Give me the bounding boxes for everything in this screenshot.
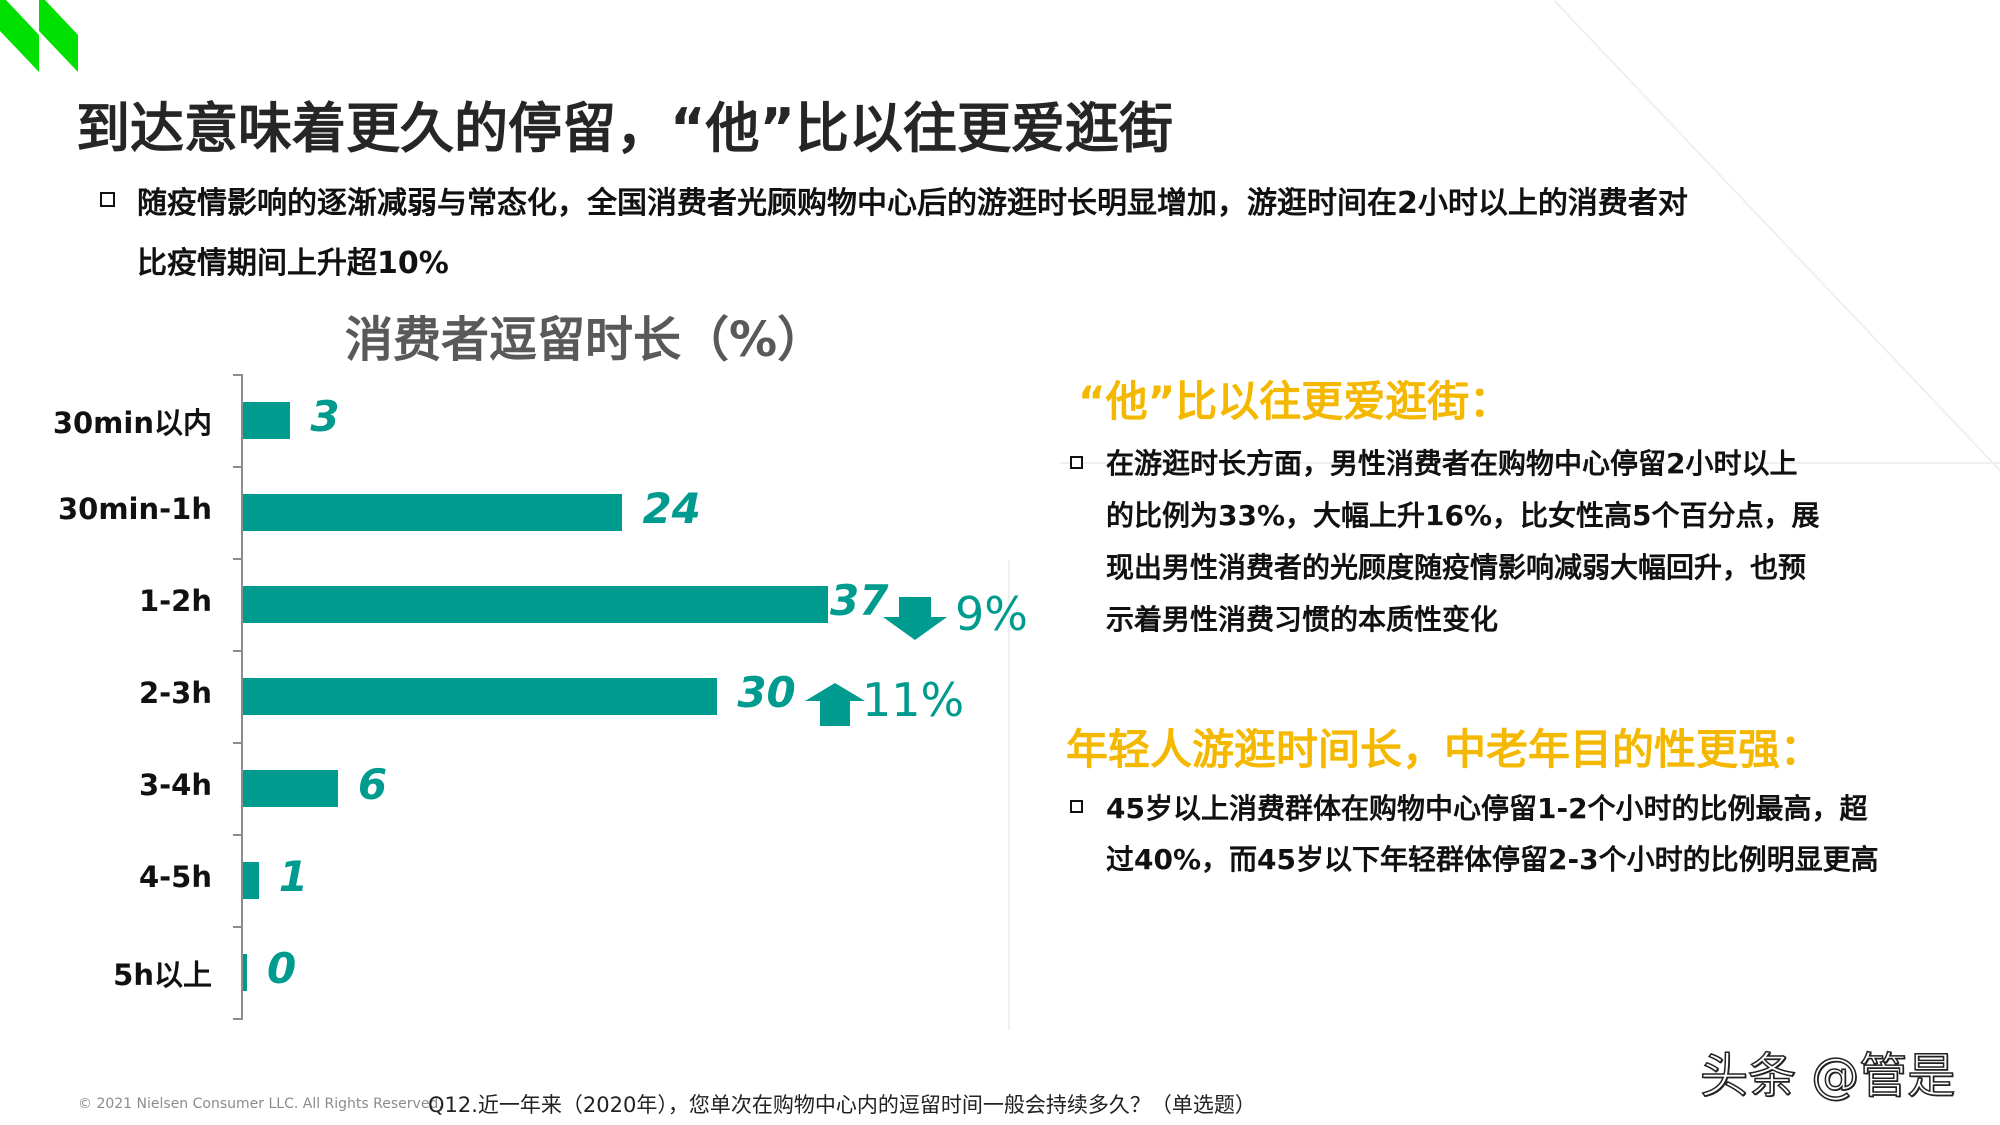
- value-label: 0: [267, 944, 297, 993]
- bar: [243, 862, 259, 899]
- value-label: 37: [830, 576, 889, 625]
- bar: [243, 954, 247, 991]
- axis-tick: [233, 650, 243, 652]
- section-heading-age: 年轻人游逛时间长，中老年目的性更强：: [1066, 725, 1823, 774]
- background-horizontal-line: [1060, 462, 2000, 464]
- category-label: 30min-1h: [57, 492, 212, 526]
- brand-logo-icon: [0, 0, 78, 72]
- bullet-square-icon: [1070, 800, 1083, 813]
- section-heading-men: “他”比以往更爱逛街：: [1078, 377, 1512, 426]
- watermark: 头条 @管是: [1699, 1047, 1956, 1105]
- axis-tick: [233, 558, 243, 560]
- value-label: 1: [278, 852, 309, 901]
- intro-text-line-2: 比疫情期间上升超10%: [137, 246, 449, 281]
- background-diagonal-line: [1553, 0, 2000, 473]
- intro-text-line-1: 随疫情影响的逐渐减弱与常态化，全国消费者光顾购物中心后的游逛时长明显增加，游逛时…: [137, 186, 1688, 221]
- arrow-up-icon: [805, 683, 865, 726]
- section2-line-2: 过40%，而45岁以下年轻群体停留2-3个小时的比例明显更高: [1106, 843, 1879, 876]
- section1-line-1: 在游逛时长方面，男性消费者在购物中心停留2小时以上: [1106, 447, 1798, 480]
- change-label-1-2h: 9%: [955, 587, 1028, 641]
- change-label-2-3h: 11%: [862, 673, 965, 727]
- category-label: 2-3h: [138, 676, 212, 710]
- axis-tick: [233, 834, 243, 836]
- bar: [243, 678, 718, 715]
- axis-tick: [233, 742, 243, 744]
- value-label: 24: [642, 484, 701, 533]
- bar: [243, 402, 291, 439]
- axis-tick: [233, 374, 243, 376]
- value-label: 6: [357, 760, 388, 809]
- category-label: 5h以上: [113, 958, 212, 992]
- page-title: 到达意味着更久的停留，“他”比以往更爱逛街: [76, 97, 1173, 160]
- category-label: 3-4h: [138, 768, 212, 802]
- category-label: 1-2h: [138, 584, 212, 618]
- axis-tick: [233, 926, 243, 928]
- value-label: 30: [737, 668, 796, 717]
- category-label: 4-5h: [138, 860, 212, 894]
- bar: [243, 770, 338, 807]
- section1-line-2: 的比例为33%，大幅上升16%，比女性高5个百分点，展: [1106, 499, 1820, 532]
- survey-question-note: Q12.近一年来（2020年），您单次在购物中心内的逗留时间一般会持续多久？（单…: [428, 1093, 1256, 1117]
- axis-tick: [233, 466, 243, 468]
- section1-line-3: 现出男性消费者的光顾度随疫情影响减弱大幅回升，也预: [1106, 551, 1807, 584]
- section1-line-4: 示着男性消费习惯的本质性变化: [1106, 603, 1499, 636]
- axis-tick: [233, 1018, 243, 1020]
- copyright-notice: © 2021 Nielsen Consumer LLC. All Rights …: [78, 1096, 443, 1112]
- chart-y-axis: [241, 374, 243, 1019]
- bar: [243, 586, 828, 623]
- background-vertical-line: [1008, 560, 1010, 1030]
- bullet-square-icon: [1070, 456, 1083, 469]
- bullet-square-icon: [100, 192, 115, 207]
- chart-title: 消费者逗留时长（%）: [345, 312, 826, 368]
- section2-line-1: 45岁以上消费群体在购物中心停留1-2个小时的比例最高，超: [1106, 792, 1868, 825]
- arrow-down-icon: [883, 597, 947, 640]
- bar: [243, 494, 623, 531]
- category-label: 30min以内: [52, 406, 212, 440]
- value-label: 3: [310, 392, 340, 441]
